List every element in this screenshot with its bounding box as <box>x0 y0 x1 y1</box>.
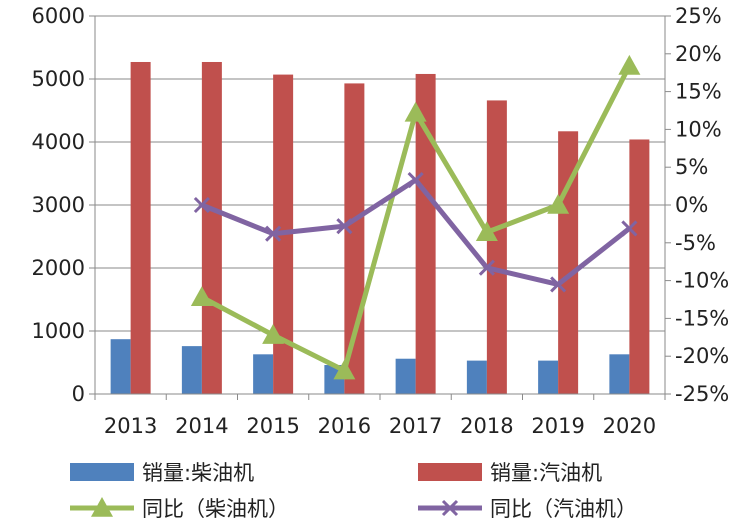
point-marker <box>336 218 353 235</box>
bar <box>253 354 274 394</box>
bar <box>344 83 365 394</box>
x-tick-label: 2014 <box>175 414 228 438</box>
point-marker <box>193 196 210 214</box>
x-tick-label: 2019 <box>531 414 584 438</box>
bars <box>110 61 650 395</box>
left-tick-label: 1000 <box>32 319 85 343</box>
point-marker <box>407 171 424 189</box>
tick-labels: 0 1000 2000 3000 4000 5000 6000 -25% -20% -15% -10… <box>32 4 730 438</box>
x-tick-label: 2020 <box>603 414 656 438</box>
legend-swatch <box>70 463 134 481</box>
x-tick-label: 2013 <box>104 414 157 438</box>
bar <box>609 354 630 394</box>
x-tick-label: 2017 <box>389 414 442 438</box>
point-marker <box>618 54 641 75</box>
right-tick-label: -10% <box>675 269 729 293</box>
point-marker <box>190 286 213 307</box>
right-tick-label: 15% <box>675 80 722 104</box>
legend-item: 同比（柴油机） <box>70 497 289 521</box>
right-tick-label: -25% <box>675 382 729 406</box>
right-tick-label: -5% <box>675 231 716 255</box>
left-tick-label: 6000 <box>32 4 85 28</box>
bar <box>130 61 151 395</box>
point-marker <box>478 259 495 276</box>
bar <box>629 139 650 394</box>
left-tick-label: 5000 <box>32 67 85 91</box>
left-tick-label: 2000 <box>32 256 85 280</box>
x-tick-label: 2018 <box>460 414 513 438</box>
right-tick-label: -15% <box>675 306 729 330</box>
legend-swatch <box>418 463 482 481</box>
right-tick-label: 20% <box>675 42 722 66</box>
left-tick-label: 3000 <box>32 193 85 217</box>
point-marker <box>265 225 282 242</box>
left-tick-label: 0 <box>72 382 85 406</box>
x-tick-label: 2015 <box>246 414 299 438</box>
point-marker <box>621 220 638 237</box>
bar <box>415 73 436 395</box>
bar <box>181 346 202 394</box>
bar <box>395 358 416 394</box>
legend-marker <box>91 497 113 517</box>
legend-marker <box>441 499 459 517</box>
bar <box>466 360 487 394</box>
point-marker <box>547 194 570 214</box>
right-tick-label: 5% <box>675 155 708 179</box>
legend-item: 同比（汽油机） <box>418 497 637 521</box>
point-marker <box>404 101 427 122</box>
x-tick-label: 2016 <box>318 414 371 438</box>
axes <box>89 15 671 400</box>
legend-item: 销量:柴油机 <box>70 461 254 485</box>
right-tick-label: 10% <box>675 117 722 141</box>
point-marker <box>475 221 498 242</box>
right-tick-label: -20% <box>675 344 729 368</box>
right-tick-label: 25% <box>675 4 722 28</box>
bar <box>110 339 131 394</box>
legend-label: 同比（汽油机） <box>490 497 637 521</box>
point-marker <box>262 324 285 344</box>
lines <box>190 54 641 380</box>
left-tick-label: 4000 <box>32 130 85 154</box>
bar <box>486 100 507 395</box>
point-marker <box>550 276 567 293</box>
legend-label: 同比（柴油机） <box>142 497 289 521</box>
right-tick-label: 0% <box>675 193 708 217</box>
bar <box>201 61 222 395</box>
bar <box>538 360 559 394</box>
legend-label: 销量:汽油机 <box>490 461 602 485</box>
point-marker <box>333 359 356 380</box>
legend-label: 销量:柴油机 <box>142 461 254 485</box>
legend-item: 销量:汽油机 <box>418 461 602 485</box>
